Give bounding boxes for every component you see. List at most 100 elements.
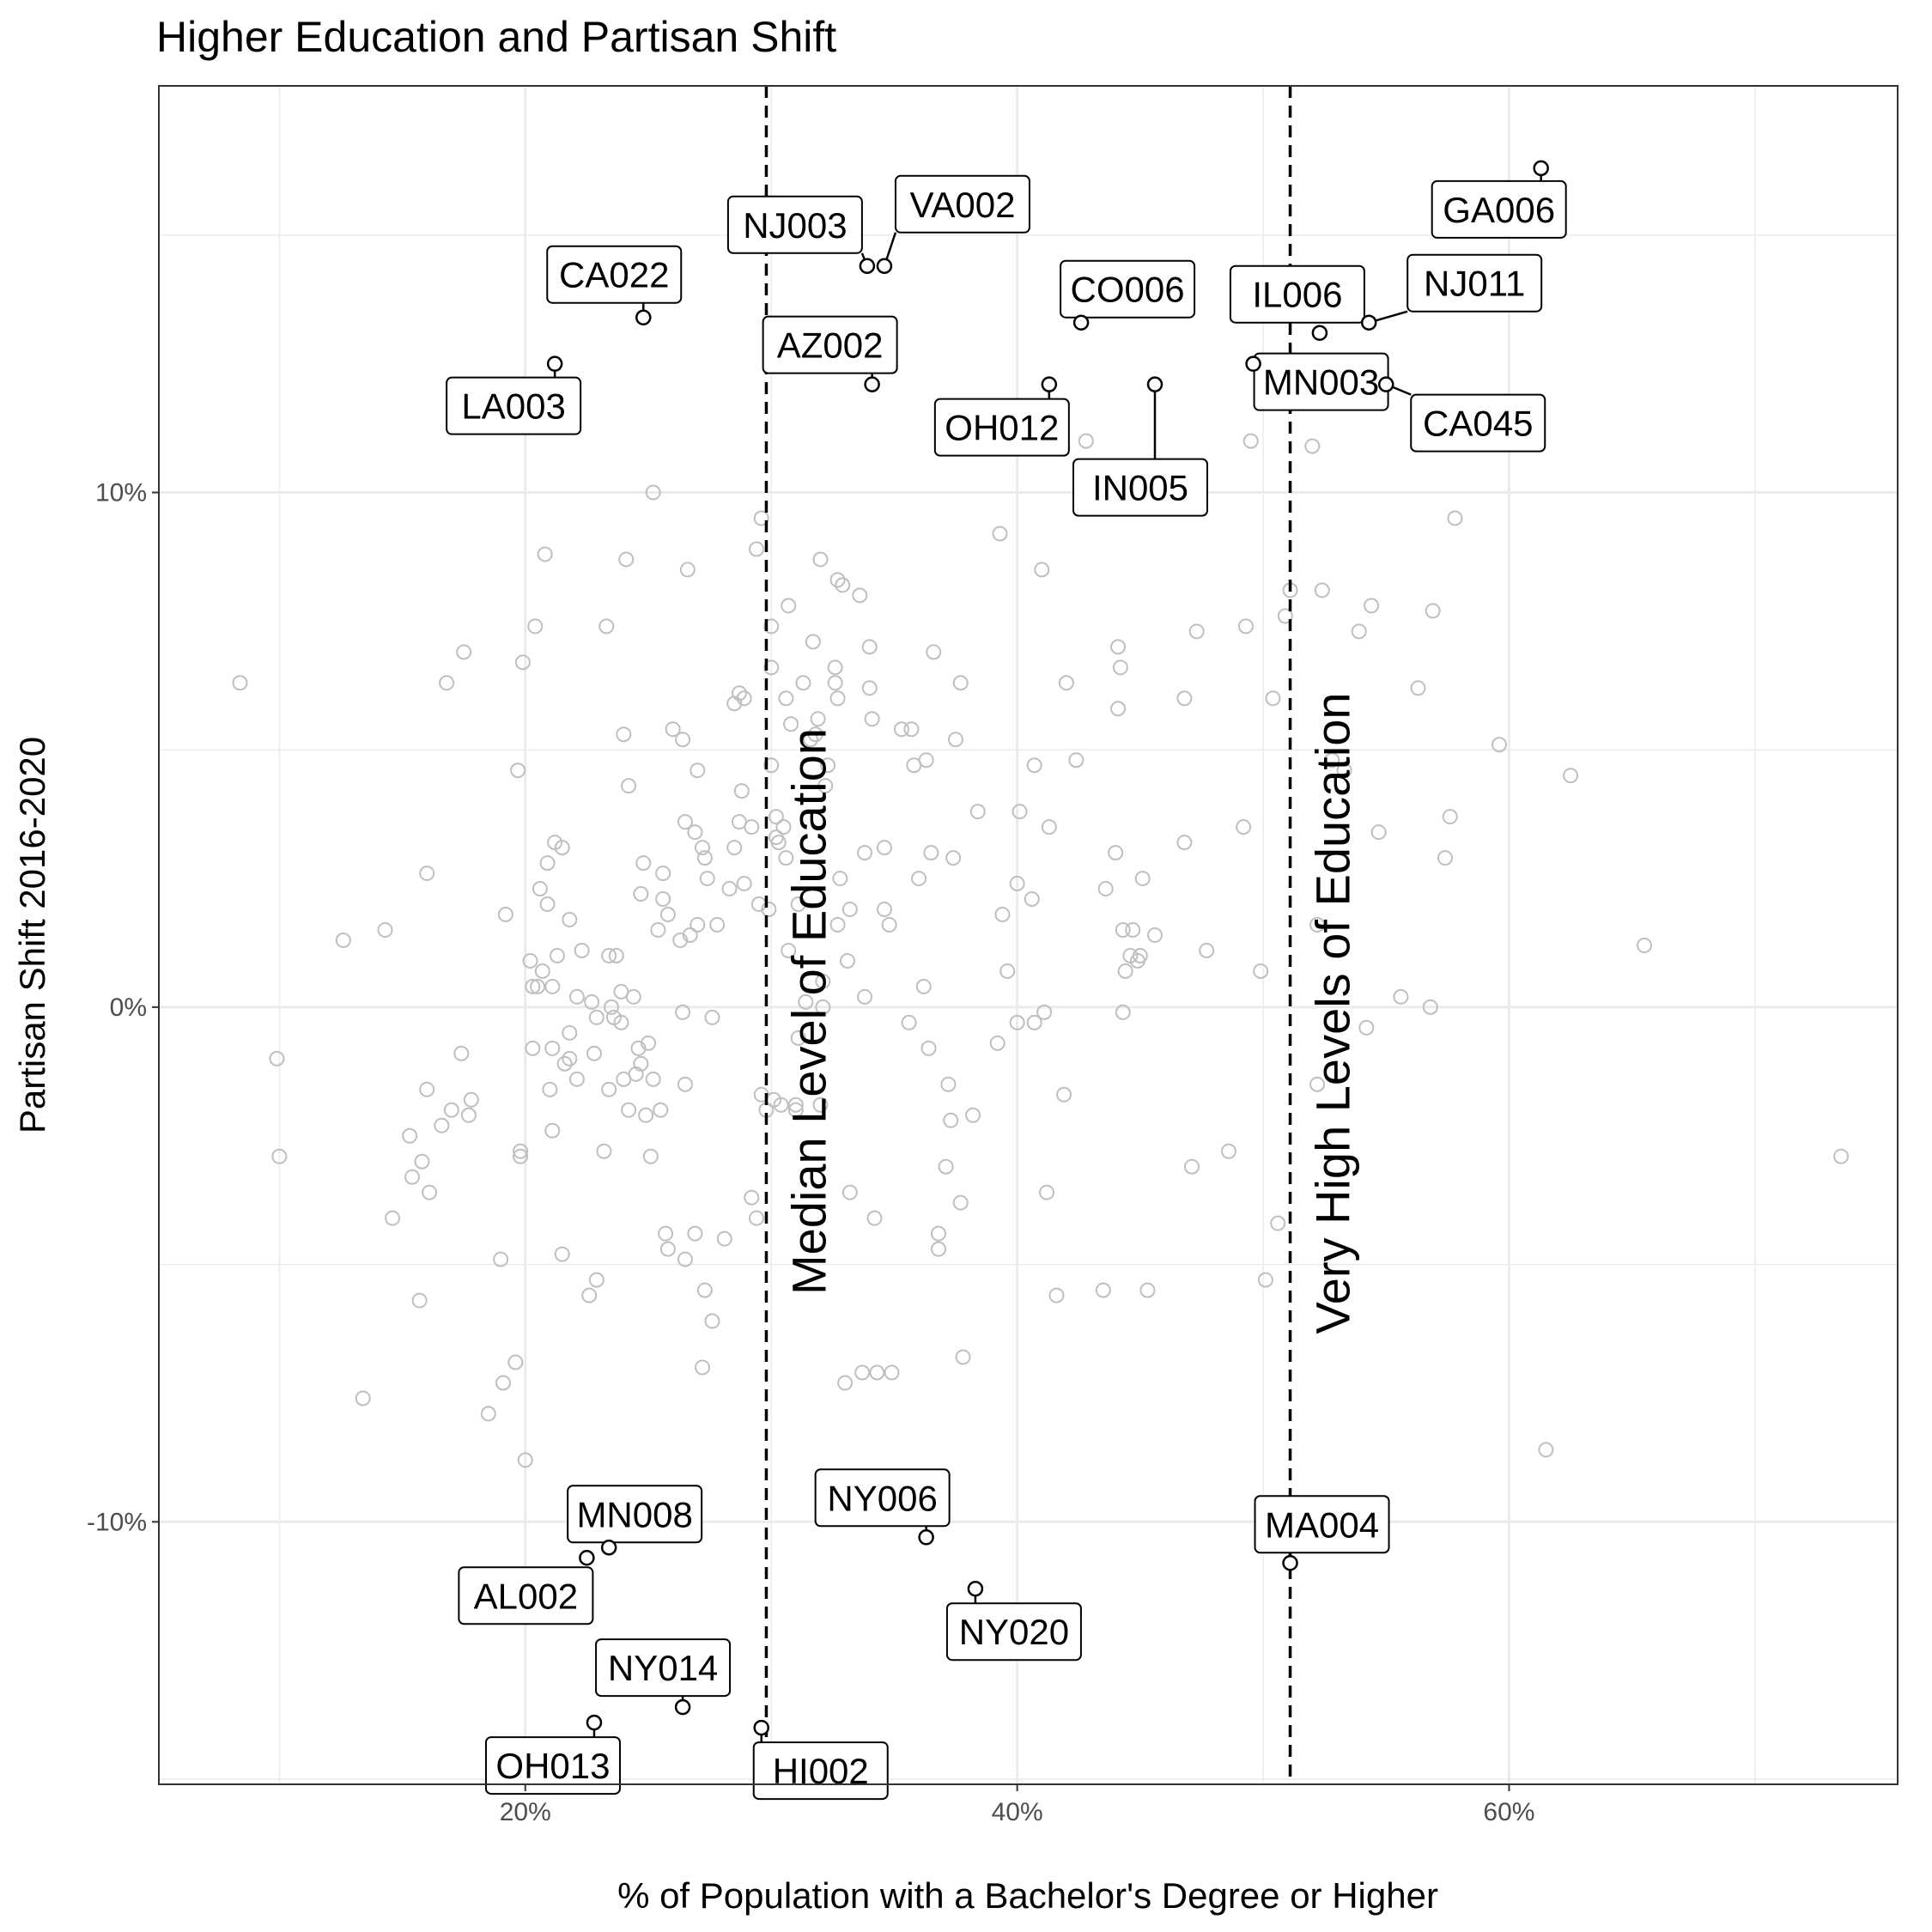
data-point [810, 711, 826, 727]
data-point [1110, 639, 1127, 655]
data-point [783, 716, 799, 732]
data-point [544, 1122, 561, 1139]
data-point [1068, 752, 1084, 769]
data-point [694, 840, 710, 856]
data-point [618, 551, 635, 568]
data-point [1026, 757, 1042, 774]
data-point [596, 1143, 612, 1159]
data-point [930, 1225, 946, 1242]
data-point [943, 1112, 959, 1128]
data-point [876, 840, 892, 856]
data-point [414, 1153, 430, 1170]
data-point [422, 1184, 438, 1200]
point-label: MA004 [1254, 1495, 1390, 1554]
data-point [554, 1246, 570, 1262]
label-text: OH013 [495, 1746, 610, 1786]
highlighted-point [579, 1550, 595, 1566]
data-point [677, 1251, 693, 1267]
data-point [781, 598, 797, 614]
data-point [798, 993, 814, 1010]
data-point [1095, 1282, 1111, 1298]
label-box [933, 398, 1070, 457]
data-point [633, 886, 649, 902]
data-point [539, 896, 556, 913]
data-point [704, 1009, 720, 1025]
highlighted-point [859, 258, 876, 275]
data-point [682, 927, 698, 943]
data-point [1108, 845, 1124, 861]
highlighted-point [1041, 376, 1058, 392]
label-text: IN005 [1092, 468, 1188, 508]
x-tick-label: 60% [1483, 1798, 1534, 1826]
data-point [687, 1225, 703, 1242]
data-point [694, 1359, 710, 1376]
data-point [613, 1014, 629, 1030]
label-text: CA022 [559, 255, 669, 295]
data-point [562, 912, 578, 928]
label-box [726, 195, 863, 254]
data-point [857, 988, 873, 1005]
data-point [335, 932, 351, 948]
data-point [513, 1143, 529, 1159]
data-point [1009, 876, 1025, 892]
data-point [659, 907, 676, 923]
data-point [761, 902, 777, 918]
data-point [443, 1102, 459, 1118]
gridlines [159, 86, 1898, 1784]
data-point [915, 978, 932, 994]
label-text: NY020 [959, 1612, 1069, 1652]
data-point [530, 978, 546, 994]
data-point [716, 1230, 732, 1247]
data-point [653, 1102, 669, 1118]
label-box [1410, 393, 1546, 453]
data-point [770, 835, 787, 851]
data-point [581, 1287, 598, 1303]
data-point [601, 1081, 617, 1097]
data-point [815, 973, 831, 989]
data-point [690, 762, 706, 779]
highlighted-point [1377, 376, 1394, 392]
point-label: OH013 [484, 1722, 621, 1795]
data-point [763, 757, 780, 774]
label-text: NY006 [827, 1478, 937, 1518]
data-point [989, 1035, 1005, 1051]
data-point [1041, 819, 1057, 835]
data-point [787, 1102, 804, 1118]
data-point [952, 1194, 969, 1211]
data-point [926, 644, 942, 660]
data-point [1242, 433, 1259, 449]
data-point [807, 726, 823, 743]
data-point [1309, 1076, 1326, 1092]
data-point [864, 711, 880, 727]
data-point [1009, 1014, 1025, 1030]
data-point [1036, 1004, 1053, 1020]
data-point [1110, 701, 1127, 717]
point-label: MN008 [567, 1485, 703, 1544]
point-label: AZ002 [762, 315, 898, 385]
y-tick-label: -10% [87, 1508, 147, 1536]
data-point [514, 654, 531, 671]
data-point [857, 845, 873, 861]
data-point [881, 917, 897, 933]
data-point [434, 1117, 450, 1133]
data-point [642, 1148, 659, 1164]
label-box [945, 1602, 1082, 1662]
data-point [677, 814, 693, 830]
data-point [630, 1040, 647, 1056]
y-tick-label: 0% [110, 993, 147, 1022]
data-point [965, 1107, 981, 1123]
data-point [948, 732, 964, 748]
label-text: LA003 [461, 386, 565, 427]
data-point [1134, 871, 1151, 887]
data-point [869, 1364, 885, 1381]
data-point [920, 1040, 937, 1056]
data-point [969, 804, 986, 820]
data-point [1442, 809, 1458, 825]
label-box [1229, 264, 1365, 324]
data-point [829, 917, 846, 933]
data-point [726, 840, 743, 856]
data-point [645, 484, 661, 501]
data-point [633, 1055, 649, 1072]
data-point [453, 1045, 470, 1061]
data-point [854, 1364, 871, 1381]
